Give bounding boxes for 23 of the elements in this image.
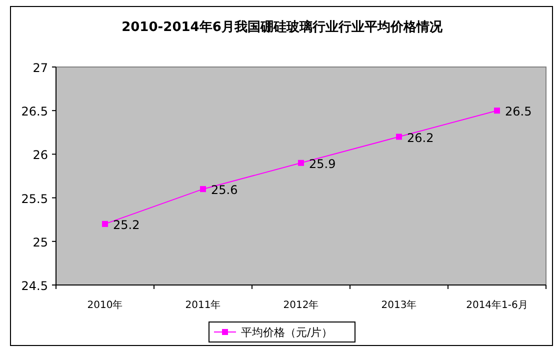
point (298, 160, 304, 166)
data-label: 25.6 (211, 183, 238, 198)
y-tick-label: 24.5 (21, 279, 48, 293)
point (396, 134, 402, 140)
y-tick-label: 27 (32, 61, 48, 75)
y-tick-label: 25 (32, 235, 48, 250)
x-tick-label: 2014年1-6月 (466, 299, 528, 311)
x-tick-label: 2011年 (185, 299, 221, 311)
legend-label: 平均价格（元/片） (241, 326, 333, 339)
data-label: 26.2 (407, 130, 434, 145)
point (200, 186, 206, 192)
y-tick-label: 26 (32, 148, 48, 162)
y-tick-label: 26.5 (21, 104, 48, 119)
data-label: 25.9 (309, 156, 336, 171)
data-label: 26.5 (505, 104, 532, 119)
x-tick-label: 2010年 (87, 299, 123, 311)
chart-title: 2010-2014年6月我国硼硅玻璃行业行业平均价格情况 (122, 19, 444, 35)
x-tick-label: 2013年 (381, 299, 417, 311)
y-tick-label: 25.5 (21, 192, 48, 206)
x-tick-label: 2012年 (283, 299, 319, 311)
point (102, 220, 108, 227)
point (494, 108, 500, 114)
data-label: 25.2 (113, 218, 140, 232)
